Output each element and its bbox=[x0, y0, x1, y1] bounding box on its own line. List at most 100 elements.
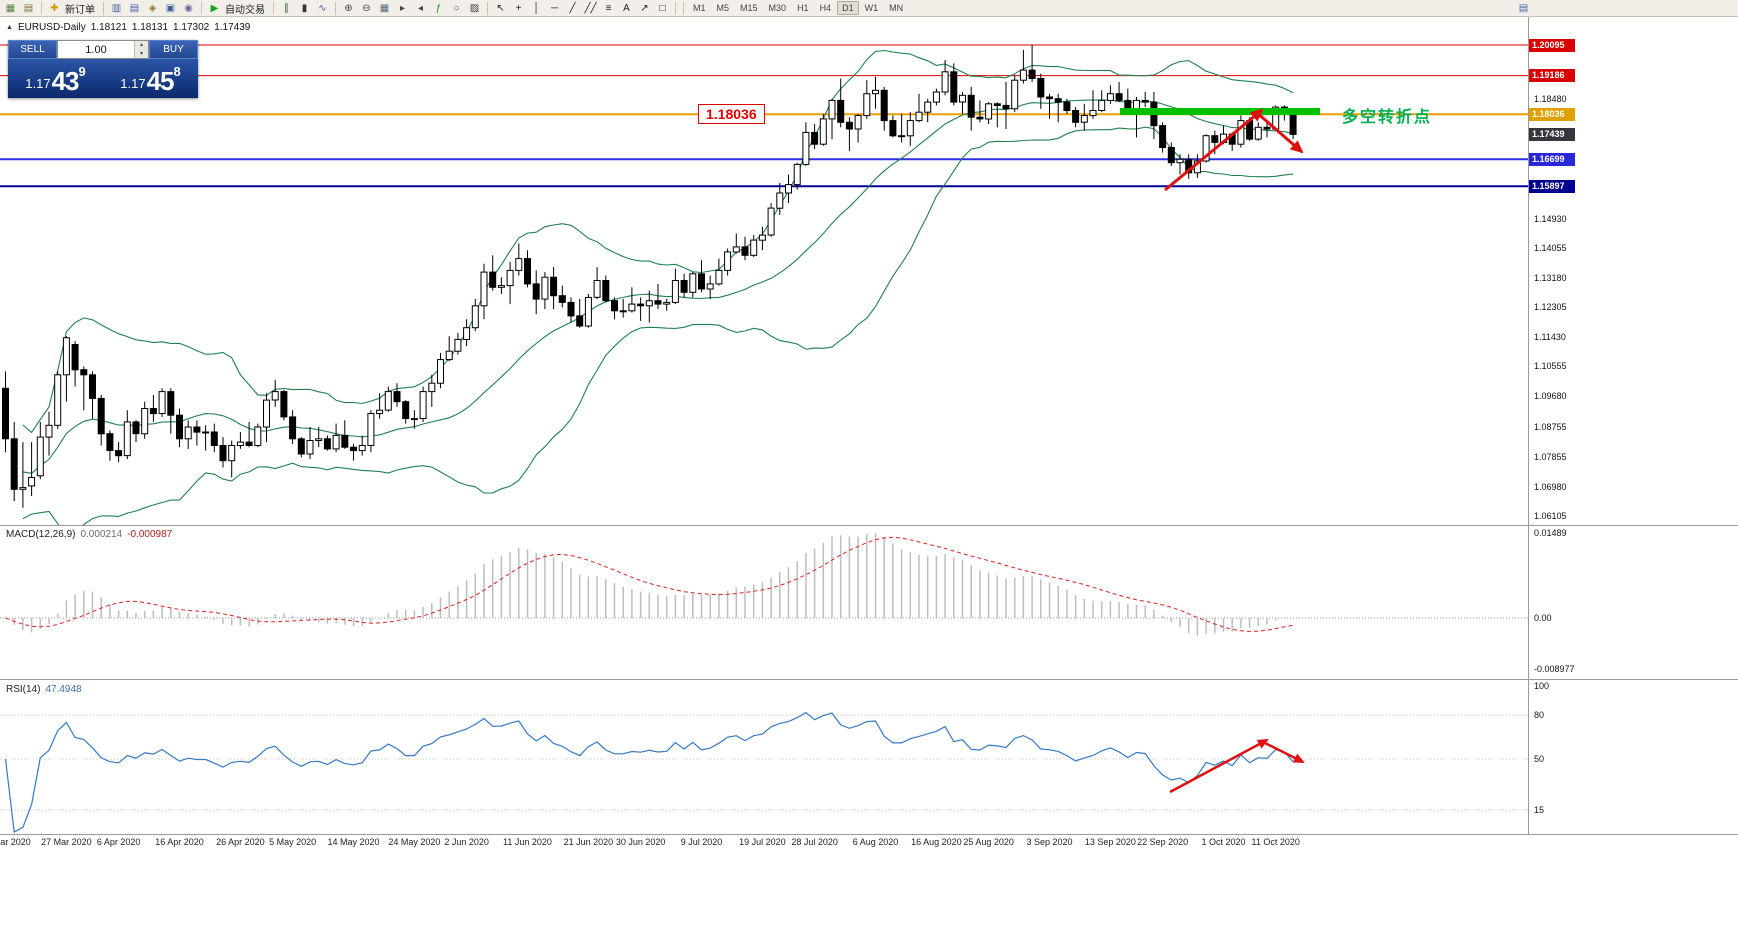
timeframe-h1[interactable]: H1 bbox=[797, 3, 809, 13]
candle-body bbox=[941, 71, 949, 93]
candle-body bbox=[1167, 147, 1175, 164]
date-label: 2 Jun 2020 bbox=[444, 837, 489, 847]
candle-body bbox=[1202, 135, 1210, 162]
candle-body bbox=[758, 234, 766, 241]
price-scale[interactable]: 1.18480 1.14930 1.14055 1.13180 1.12305 1.114… bbox=[1528, 0, 1738, 860]
line-chart-icon[interactable]: ∿ bbox=[318, 2, 327, 14]
volume-down-button[interactable]: ▾ bbox=[135, 49, 148, 58]
new-order-label[interactable]: 新订单 bbox=[65, 4, 95, 16]
horizontal-line-icon[interactable]: ─ bbox=[550, 2, 559, 14]
timeframe-m1[interactable]: M1 bbox=[693, 3, 706, 13]
date-label: 22 Sep 2020 bbox=[1137, 837, 1189, 847]
zoom-out-icon[interactable]: ⊖ bbox=[362, 2, 371, 14]
price-badge: 1.20095 bbox=[1529, 38, 1575, 52]
macd-name: MACD(12,26,9) bbox=[6, 529, 76, 540]
indicators-icon[interactable]: ƒ bbox=[435, 2, 442, 14]
candle-body bbox=[289, 416, 297, 440]
chart-shift-icon[interactable]: ◂ bbox=[417, 2, 424, 14]
candle-body bbox=[506, 269, 514, 287]
templates-icon[interactable]: ▨ bbox=[469, 2, 480, 14]
candle-body bbox=[1115, 93, 1123, 101]
buy-price-prefix: 1.17 bbox=[120, 76, 146, 91]
terminal-icon[interactable]: ▣ bbox=[165, 2, 176, 14]
price-callout[interactable]: 1.18036 bbox=[698, 104, 765, 124]
rsi-panel-separator[interactable] bbox=[0, 679, 1738, 680]
candle-body bbox=[1046, 96, 1053, 100]
autotrading-label[interactable]: 自动交易 bbox=[225, 4, 265, 16]
time-axis[interactable]: 18 Mar 2020 27 Mar 2020 6 Apr 2020 16 Apr 2… bbox=[0, 835, 1528, 850]
candle-body bbox=[532, 283, 540, 300]
candle-body bbox=[793, 163, 801, 186]
buy-button-label: BUY bbox=[163, 44, 184, 55]
auto-scroll-icon[interactable]: ▸ bbox=[399, 2, 406, 14]
candle-body bbox=[402, 401, 410, 420]
timeframe-w1[interactable]: W1 bbox=[864, 3, 879, 13]
candle-body bbox=[1054, 98, 1062, 103]
main-chart[interactable] bbox=[0, 17, 1528, 525]
navigator-icon[interactable]: ◈ bbox=[148, 2, 157, 14]
sell-price[interactable]: 1.17 43 9 bbox=[8, 59, 103, 98]
timeframe-m5[interactable]: M5 bbox=[716, 3, 730, 13]
candle-body bbox=[715, 269, 723, 285]
candlestick-icon[interactable]: ▮ bbox=[301, 2, 308, 14]
rsi-indicator-panel[interactable] bbox=[0, 680, 1528, 834]
trend-arrow[interactable] bbox=[1164, 108, 1264, 192]
new-chart-icon[interactable]: ▦ bbox=[5, 2, 16, 14]
candle-body bbox=[584, 296, 592, 327]
profiles-icon[interactable]: ▤ bbox=[23, 2, 34, 14]
timeframe-m30[interactable]: M30 bbox=[768, 3, 787, 13]
trend-arrow[interactable] bbox=[1255, 110, 1304, 154]
timeframe-d1[interactable]: D1 bbox=[837, 1, 859, 15]
candle-body bbox=[915, 111, 923, 122]
candle-body bbox=[567, 301, 575, 317]
arrows-icon[interactable]: ↗ bbox=[640, 2, 649, 14]
macd-panel-separator[interactable] bbox=[0, 525, 1738, 526]
macd-indicator-panel[interactable] bbox=[0, 526, 1528, 679]
market-watch-icon[interactable]: ▥ bbox=[111, 2, 122, 14]
timeframe-h4[interactable]: H4 bbox=[819, 3, 832, 13]
candle-body bbox=[71, 344, 79, 371]
tile-windows-icon[interactable]: ▦ bbox=[379, 2, 390, 14]
resistance-zone[interactable] bbox=[1120, 108, 1320, 115]
zoom-in-icon[interactable]: ⊕ bbox=[344, 2, 353, 14]
rsi-arrow[interactable] bbox=[1264, 741, 1305, 764]
candle-body bbox=[80, 369, 88, 376]
price-tick: 1.18480 bbox=[1534, 94, 1567, 105]
cursor-icon[interactable]: ↖ bbox=[496, 2, 505, 14]
candle-body bbox=[689, 273, 697, 293]
shapes-icon[interactable]: □ bbox=[659, 2, 666, 14]
channel-icon[interactable]: ╱╱ bbox=[584, 2, 597, 14]
candle-body bbox=[671, 280, 679, 303]
autotrading-icon[interactable]: ▶ bbox=[210, 2, 219, 14]
macd-label: MACD(12,26,9) 0.000214 -0.000987 bbox=[6, 529, 172, 540]
periods-icon[interactable]: ○ bbox=[453, 2, 460, 14]
candle-body bbox=[524, 258, 531, 285]
sell-button[interactable]: SELL bbox=[8, 40, 57, 59]
buy-price[interactable]: 1.17 45 8 bbox=[103, 59, 198, 98]
volume-input[interactable] bbox=[58, 41, 134, 58]
rsi-arrow[interactable] bbox=[1169, 738, 1269, 794]
date-label: 16 Aug 2020 bbox=[911, 837, 962, 847]
candle-body bbox=[724, 251, 732, 271]
price-badge: 1.15897 bbox=[1529, 179, 1575, 193]
crosshair-icon[interactable]: + bbox=[515, 2, 522, 14]
data-window-icon[interactable]: ▤ bbox=[129, 2, 140, 14]
new-order-icon[interactable]: ✚ bbox=[50, 2, 59, 14]
fibonacci-icon[interactable]: ≡ bbox=[605, 2, 612, 14]
timeframe-mn[interactable]: MN bbox=[889, 3, 904, 13]
text-icon[interactable]: A bbox=[623, 2, 630, 14]
volume-up-button[interactable]: ▴ bbox=[135, 41, 148, 50]
candle-body bbox=[628, 303, 636, 312]
bar-chart-icon[interactable]: ∥ bbox=[284, 2, 289, 14]
toolbar-separator bbox=[201, 1, 202, 15]
strategy-tester-icon[interactable]: ◉ bbox=[184, 2, 193, 14]
candle-body bbox=[367, 413, 375, 446]
rsi-name: RSI(14) bbox=[6, 684, 41, 695]
timeframe-m15[interactable]: M15 bbox=[740, 3, 758, 13]
trendline-icon[interactable]: ╱ bbox=[569, 2, 576, 14]
community-icon[interactable]: ▤ bbox=[1518, 2, 1529, 14]
date-label: 27 Mar 2020 bbox=[41, 837, 92, 847]
vertical-line-icon[interactable]: │ bbox=[533, 2, 540, 14]
buy-button[interactable]: BUY bbox=[149, 40, 198, 59]
